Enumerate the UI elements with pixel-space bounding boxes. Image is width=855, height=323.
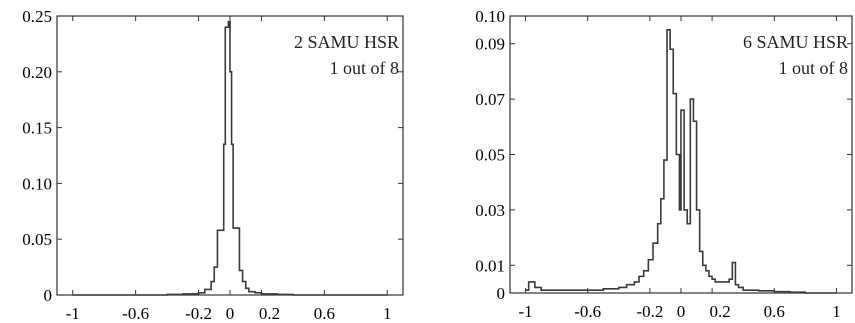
x-tick-label: -0.2 [636, 302, 663, 321]
x-tick-label: 0.2 [709, 302, 730, 321]
x-tick-label: 0.2 [259, 304, 280, 323]
y-tick-label: 0 [44, 286, 53, 305]
y-tick-label: 0.10 [22, 174, 52, 193]
left-histogram-panel: 0 0.05 0.10 0.15 0.20 0.25 -1 -0.6 -0.2 0 0.2 0.6 1 2… [22, 7, 404, 323]
annotation-line: 2 SAMU HSR [294, 32, 399, 52]
x-tick-label: 0.6 [314, 304, 335, 323]
y-tick-label: 0.10 [475, 7, 505, 26]
y-tick-label: 0 [497, 284, 506, 303]
x-tick-label: 1 [832, 302, 841, 321]
y-tick-label: 0.25 [22, 7, 52, 26]
y-tick-label: 0.07 [475, 90, 505, 109]
x-tick-label: -0.2 [185, 304, 212, 323]
y-tick-label: 0.20 [22, 63, 52, 82]
histogram-step-line [525, 29, 837, 294]
y-tick-label: 0.03 [475, 201, 505, 220]
y-tick-label: 0.09 [475, 35, 505, 54]
x-tick-label: 1 [383, 304, 392, 323]
annotation-line: 1 out of 8 [330, 58, 400, 78]
histogram-step-line [72, 20, 388, 296]
x-tick-label: 0 [226, 304, 235, 323]
y-tick-label: 0.15 [22, 119, 52, 138]
x-tick-label: -1 [518, 302, 532, 321]
annotation-line: 6 SAMU HSR [743, 32, 848, 52]
y-tick-label: 0.01 [475, 256, 505, 275]
x-tick-label: -0.6 [574, 302, 601, 321]
annotation-line: 1 out of 8 [779, 58, 849, 78]
x-tick-label: 0.6 [764, 302, 785, 321]
x-tick-label: -0.6 [122, 304, 149, 323]
right-histogram-panel: 0 0.01 0.03 0.05 0.07 0.09 0.10 -1 -0.6 -0.2 0 0.2 0… [475, 7, 853, 321]
x-tick-label: 0 [677, 302, 686, 321]
y-tick-label: 0.05 [475, 146, 505, 165]
x-tick-label: -1 [66, 304, 80, 323]
y-tick-label: 0.05 [22, 230, 52, 249]
